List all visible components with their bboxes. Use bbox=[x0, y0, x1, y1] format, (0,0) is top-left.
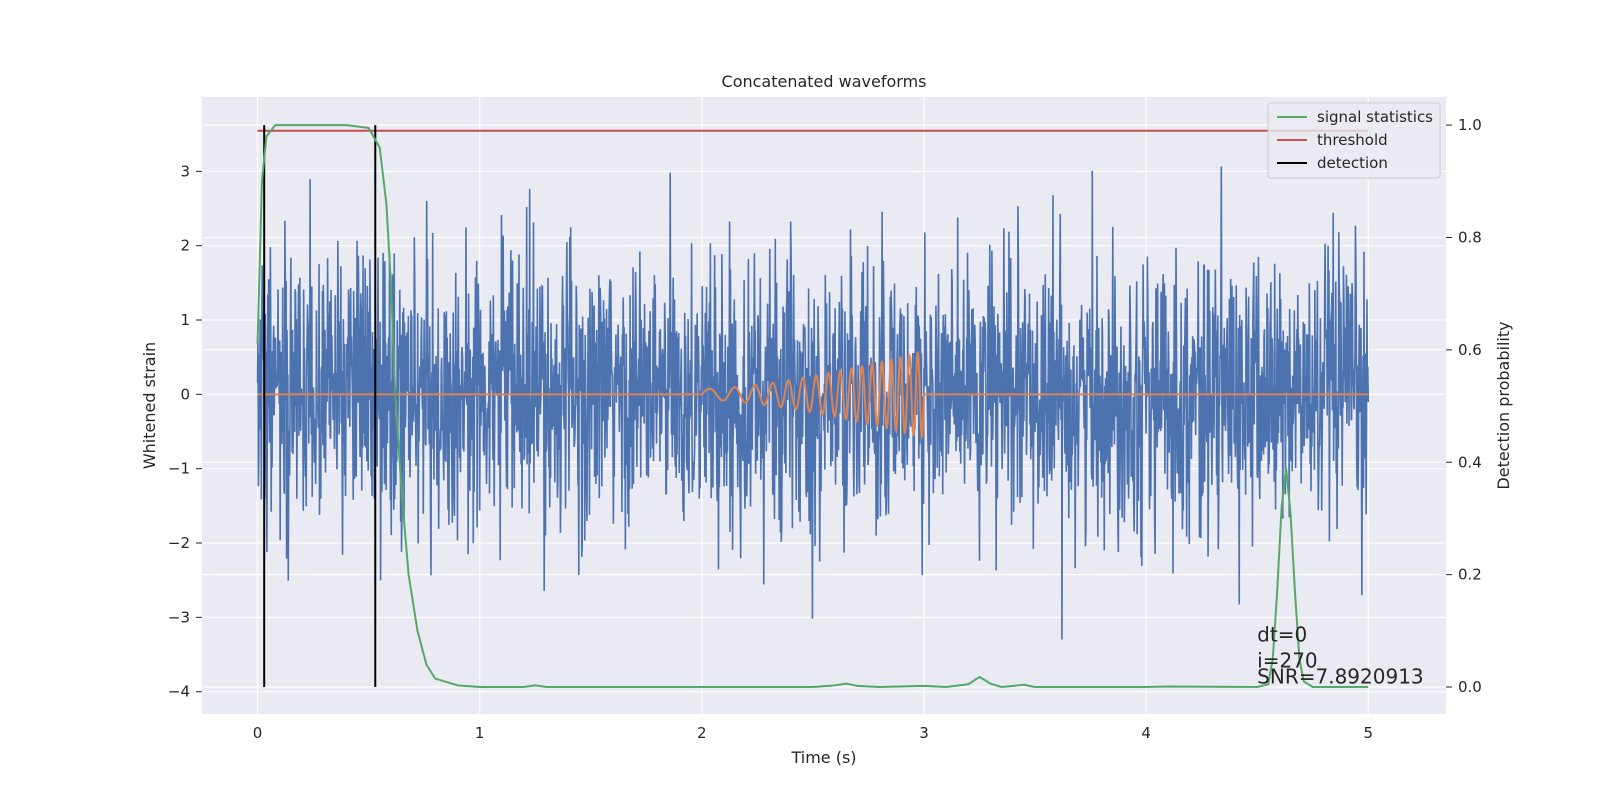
x-tick-label: 4 bbox=[1141, 724, 1151, 742]
x-tick-label: 1 bbox=[475, 724, 485, 742]
y2-tick-label: 0.2 bbox=[1458, 566, 1482, 584]
annotation-index: i=270 bbox=[1257, 649, 1318, 673]
signal-statistics-line bbox=[256, 124, 1369, 689]
annotation-snr: SNR=7.8920913 bbox=[1257, 665, 1423, 689]
y-tick-label: 0 bbox=[180, 385, 190, 403]
noise-line bbox=[256, 166, 1370, 640]
y2-axis-ticks: 1.0 0.8 0.6 0.4 0.2 0.0 bbox=[1446, 116, 1482, 696]
x-axis-label: Time (s) bbox=[790, 748, 856, 767]
y2-tick-label: 0.6 bbox=[1458, 341, 1482, 359]
x-axis-ticks: 0 1 2 3 4 5 bbox=[253, 724, 1373, 742]
y-axis-ticks: 3 2 1 0 −1 −2 −3 −4 bbox=[168, 162, 202, 701]
legend-label-detection: detection bbox=[1317, 154, 1388, 172]
legend-box bbox=[1267, 102, 1441, 179]
series-signal-statistics bbox=[256, 124, 1369, 689]
y2-axis-label: Detection probability bbox=[1494, 321, 1513, 489]
legend-label-threshold: threshold bbox=[1317, 131, 1388, 149]
series-chirp-waveform bbox=[257, 351, 1369, 441]
legend-label-signal-statistics: signal statistics bbox=[1317, 108, 1433, 126]
y-axis-label: Whitened strain bbox=[140, 342, 159, 469]
series-noise-strain bbox=[256, 166, 1370, 640]
y2-tick-label: 1.0 bbox=[1458, 116, 1482, 134]
chart-title: Concatenated waveforms bbox=[722, 72, 927, 91]
y-tick-label: −1 bbox=[168, 460, 190, 478]
x-tick-label: 3 bbox=[919, 724, 929, 742]
y-tick-label: −4 bbox=[168, 683, 190, 701]
annotation-dt: dt=0 bbox=[1257, 623, 1307, 647]
y2-tick-label: 0.4 bbox=[1458, 453, 1482, 471]
chirp-line bbox=[257, 351, 1369, 441]
y-tick-label: 3 bbox=[180, 162, 190, 180]
x-tick-label: 2 bbox=[697, 724, 707, 742]
y2-tick-label: 0.8 bbox=[1458, 228, 1482, 246]
y-tick-label: 2 bbox=[180, 237, 190, 255]
legend: signal statistics threshold detection bbox=[1267, 102, 1441, 179]
y2-tick-label: 0.0 bbox=[1458, 678, 1482, 696]
y-tick-label: −2 bbox=[168, 534, 190, 552]
x-tick-label: 0 bbox=[253, 724, 263, 742]
y-tick-label: 1 bbox=[180, 311, 190, 329]
series-detection bbox=[263, 125, 377, 688]
y-tick-label: −3 bbox=[168, 608, 190, 626]
x-tick-label: 5 bbox=[1363, 724, 1373, 742]
